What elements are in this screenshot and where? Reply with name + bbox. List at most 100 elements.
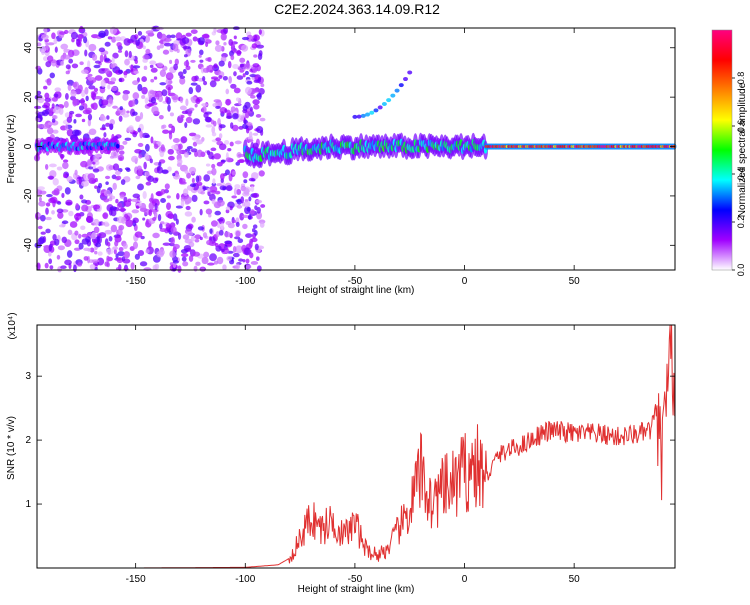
heatmap-noise-cell — [234, 236, 241, 240]
heatmap-noise-cell — [104, 261, 109, 267]
heatmap-noise-cell — [130, 262, 135, 270]
heatmap-noise-cell — [167, 104, 171, 112]
heatmap-noise-cell — [229, 141, 234, 147]
heatmap-noise-cell — [222, 186, 226, 191]
heatmap-noise-cell — [231, 219, 237, 224]
heatmap-noise-cell — [248, 177, 256, 182]
heatmap-noise-cell — [73, 247, 81, 251]
heatmap-noise-cell — [217, 218, 224, 222]
heatmap-noise-cell — [126, 110, 130, 114]
heatmap-noise-cell — [214, 210, 222, 216]
heatmap-noise-cell — [204, 116, 212, 123]
heatmap-noise-cell — [167, 166, 172, 172]
heatmap-noise-cell — [136, 165, 142, 171]
heatmap-noise-cell — [211, 163, 216, 169]
heatmap-arc-cell — [373, 108, 379, 113]
heatmap-noise-cell — [200, 191, 205, 195]
heatmap-noise-cell — [107, 242, 111, 247]
heatmap-noise-cell — [83, 256, 89, 261]
heatmap-noise-cell — [253, 54, 258, 58]
heatmap-noise-cell — [185, 116, 193, 124]
heatmap-noise-cell — [224, 249, 229, 254]
heatmap-noise-cell — [243, 187, 250, 195]
heatmap-noise-cell — [252, 224, 258, 229]
heatmap-noise-cell — [35, 65, 42, 70]
heatmap-noise-cell — [86, 215, 93, 223]
snr-multiplier: (x10⁴) — [7, 312, 18, 339]
heatmap-noise-cell — [180, 114, 185, 119]
heatmap-arc-cell — [377, 105, 383, 110]
heatmap-noise-cell — [190, 96, 198, 102]
heatmap-noise-cell — [140, 235, 145, 240]
heatmap-noise-cell — [164, 37, 172, 42]
heatmap-noise-cell — [56, 254, 61, 260]
heatmap-noise-cell — [164, 183, 170, 190]
heatmap-noise-cell — [62, 161, 69, 170]
heatmap-noise-cell — [63, 54, 71, 60]
heatmap-noise-cell — [94, 95, 102, 100]
heatmap-noise-cell — [195, 139, 203, 145]
snr-y-axis: 1 2 3 — [25, 371, 675, 510]
heatmap-noise-cell — [112, 52, 119, 59]
heatmap-noise-cell — [220, 248, 225, 253]
heatmap-arc-cell — [402, 77, 408, 82]
heatmap-noise-cell — [141, 76, 147, 83]
heatmap-noise-cell — [124, 58, 130, 66]
heatmap-noise-cell — [122, 243, 128, 250]
heatmap-noise-cell — [243, 200, 251, 208]
heatmap-noise-cell — [209, 228, 213, 234]
colorbar: 0.0 0.2 0.4 0.6 0.8 Normalized spectral ampl… — [711, 29, 748, 276]
heatmap-noise-cell — [239, 57, 246, 63]
heatmap-noise-cell — [160, 144, 165, 152]
heatmap-noise-cell — [96, 235, 101, 244]
spectrogram-chart: -150 -100 -50 0 50 -40 -20 0 20 40 Height of str… — [6, 25, 677, 296]
heatmap-noise-cell — [197, 226, 205, 231]
heatmap-noise-cell — [119, 106, 123, 111]
heatmap-noise-cell — [225, 115, 233, 119]
heatmap-noise-cell — [225, 206, 231, 211]
x-tick-label: 50 — [569, 276, 581, 287]
heatmap-noise-cell — [65, 64, 71, 70]
heatmap-noise-cell — [178, 71, 184, 77]
heatmap-noise-cell — [215, 231, 220, 238]
heatmap-noise-cell — [175, 218, 179, 225]
heatmap-noise-cell — [166, 34, 172, 39]
heatmap-noise-cell — [49, 265, 54, 270]
colorbar-tick-label: 0.2 — [736, 216, 746, 229]
heatmap-noise-cell — [211, 132, 217, 137]
heatmap-noise-cell — [205, 124, 213, 128]
heatmap-noise-cell — [67, 84, 72, 91]
heatmap-noise-cell — [218, 60, 225, 67]
heatmap-noise-cell — [104, 175, 111, 180]
heatmap-noise-cell — [194, 239, 200, 243]
heatmap-noise-cell — [83, 36, 88, 44]
heatmap-noise-cell — [156, 62, 164, 67]
heatmap-noise-cell — [96, 257, 105, 266]
heatmap-noise-cell — [181, 110, 189, 115]
heatmap-noise-cell — [81, 238, 90, 245]
heatmap-noise-cell — [166, 202, 172, 210]
heatmap-noise-cell — [114, 36, 122, 42]
heatmap-noise-cell — [171, 144, 179, 150]
heatmap-noise-cell — [198, 54, 202, 58]
heatmap-noise-cell — [203, 80, 208, 86]
heatmap-noise-cell — [180, 136, 188, 144]
heatmap-noise-cell — [156, 45, 161, 50]
heatmap-noise-cell — [65, 92, 69, 100]
heatmap-noise-cell — [218, 133, 223, 139]
heatmap-noise-cell — [114, 240, 119, 247]
heatmap-noise-cell — [188, 241, 195, 248]
heatmap-noise-cell — [175, 32, 183, 41]
heatmap-noise-cell — [155, 93, 160, 100]
heatmap-noise-cell — [235, 97, 240, 102]
heatmap-noise-cell — [97, 251, 103, 256]
heatmap-noise-cell — [185, 65, 191, 71]
heatmap-noise-cell — [117, 49, 123, 53]
heatmap-noise-cell — [116, 202, 123, 208]
heatmap-noise-cell — [192, 36, 198, 42]
heatmap-noise-cell — [60, 265, 67, 270]
heatmap-noise-cell — [172, 173, 176, 177]
heatmap-noise-cell — [179, 75, 186, 79]
heatmap-noise-cell — [112, 182, 117, 191]
